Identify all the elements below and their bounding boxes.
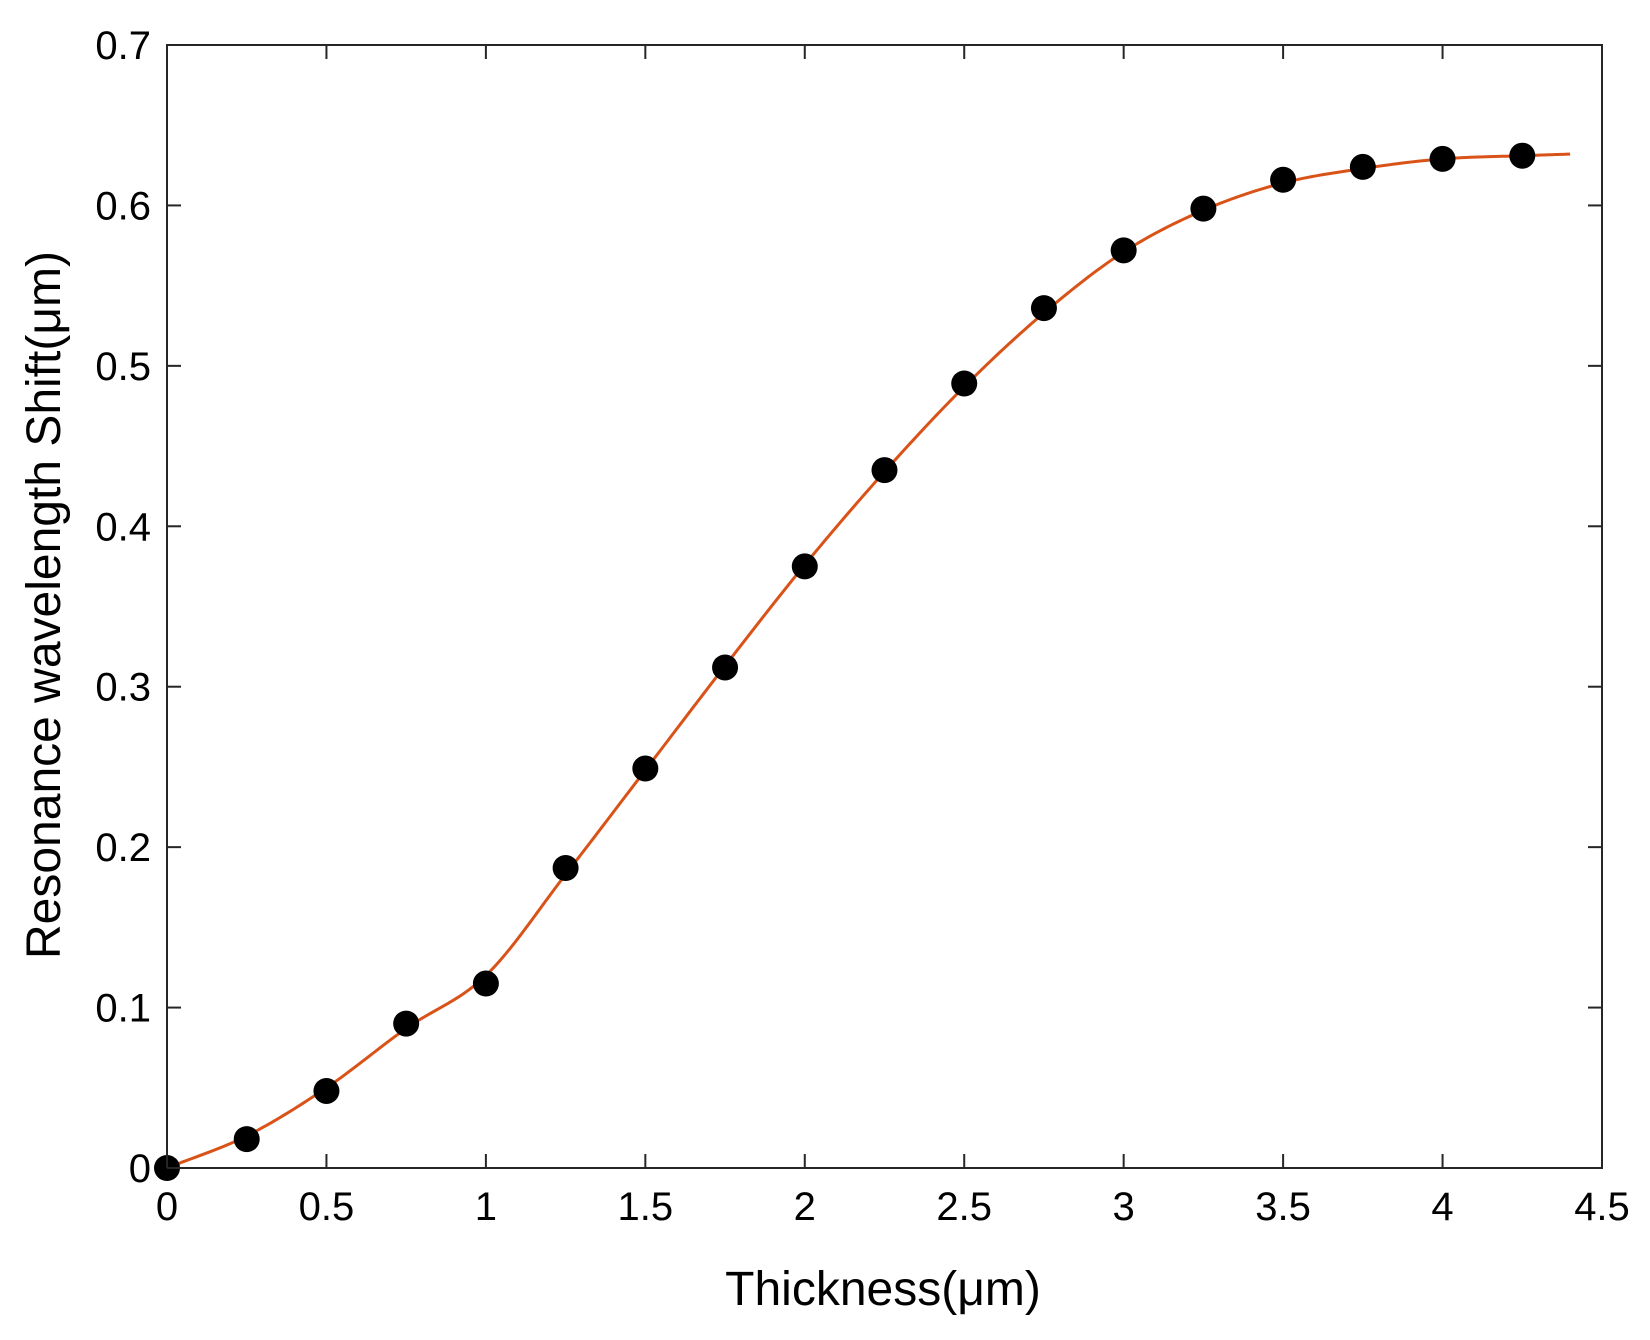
x-tick-label: 1	[475, 1185, 497, 1229]
y-axis-title: Resonance wavelength Shift(μm)	[18, 251, 71, 959]
y-tick-label: 0.7	[95, 24, 151, 68]
x-axis-title: Thickness(μm)	[725, 1263, 1041, 1316]
data-point	[233, 1126, 260, 1153]
data-point	[1270, 166, 1297, 193]
data-point	[1349, 153, 1376, 180]
x-tick-label: 0.5	[299, 1185, 355, 1229]
y-tick-label: 0.4	[95, 505, 151, 549]
x-tick-label: 1.5	[618, 1185, 674, 1229]
data-point	[1509, 142, 1536, 169]
y-tick-label: 0.3	[95, 666, 151, 710]
y-tick-label: 0.5	[95, 345, 151, 389]
data-point	[791, 553, 818, 580]
data-point	[1429, 145, 1456, 172]
data-point	[393, 1010, 420, 1037]
data-point	[1110, 237, 1137, 264]
y-tick-label: 0.2	[95, 826, 151, 870]
data-point	[313, 1077, 340, 1104]
x-tick-label: 3.5	[1255, 1185, 1311, 1229]
data-point	[1190, 195, 1217, 222]
plot-area-frame	[166, 44, 1603, 1169]
y-tick-label: 0.1	[95, 987, 151, 1031]
data-point	[951, 370, 978, 397]
y-tick-label: 0	[129, 1147, 151, 1191]
data-point	[472, 970, 499, 997]
x-tick-label: 2	[794, 1185, 816, 1229]
x-tick-label: 0	[156, 1185, 178, 1229]
data-point	[712, 654, 739, 681]
data-point	[632, 755, 659, 782]
data-point	[1030, 295, 1057, 322]
tick-layer: 0 0.5 1 1.5 2 2.5 3 3.5 4 4.5 0 0.1 0.2 0.3 0.4 0.5 0.6 0…	[95, 24, 1629, 1229]
x-tick-label: 3	[1113, 1185, 1135, 1229]
data-point	[871, 457, 898, 484]
y-tick-label: 0.6	[95, 184, 151, 228]
x-tick-label: 4	[1431, 1185, 1453, 1229]
x-tick-label: 2.5	[936, 1185, 992, 1229]
x-tick-label: 4.5	[1574, 1185, 1630, 1229]
plot-layer	[154, 44, 1603, 1181]
data-point	[552, 854, 579, 881]
